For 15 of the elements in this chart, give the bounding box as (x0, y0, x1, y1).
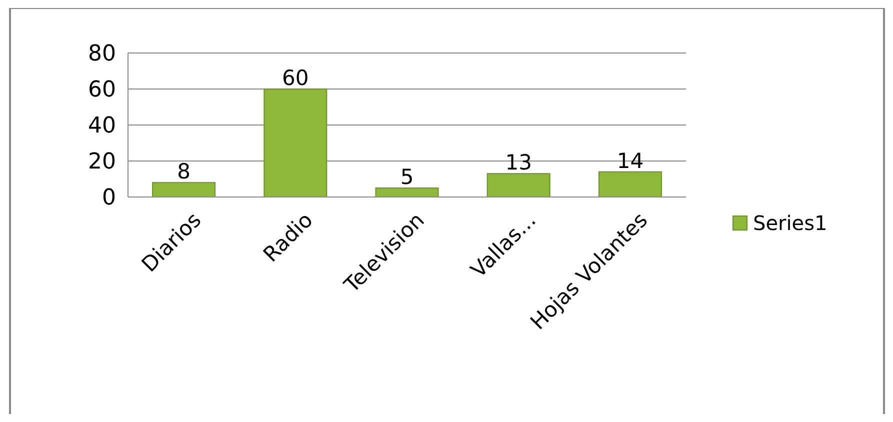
data-label: 60 (282, 66, 309, 90)
y-tick-label: 0 (102, 186, 116, 211)
legend-label: Series1 (753, 211, 828, 235)
bar (598, 171, 662, 198)
y-tick-label: 80 (88, 42, 116, 67)
y-tick-label: 40 (88, 114, 116, 139)
data-label: 14 (616, 148, 644, 173)
bar (264, 88, 328, 198)
y-tick-label: 60 (88, 78, 116, 103)
data-label: 13 (505, 150, 532, 175)
y-tick-label: 20 (88, 150, 116, 175)
data-label: 5 (400, 165, 414, 189)
bar (486, 173, 550, 198)
data-label: 8 (177, 160, 190, 184)
bar (152, 182, 216, 198)
